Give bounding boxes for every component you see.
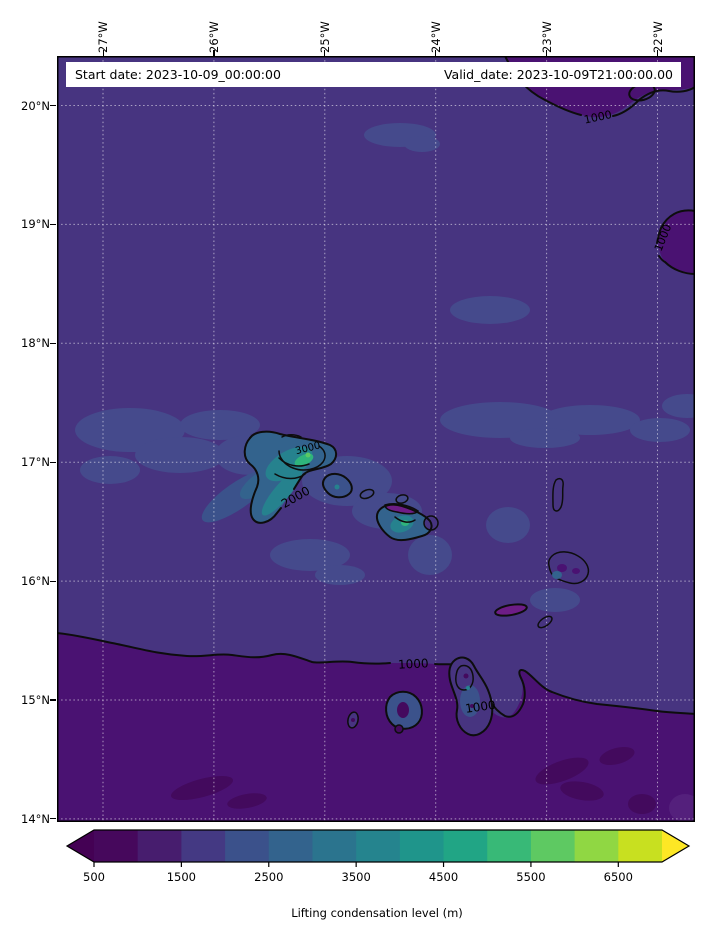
colorbar: 500 1500 2500 3500 4500 5500 6500	[57, 826, 697, 890]
top-axis-label: 22°W	[650, 21, 665, 53]
colorbar-label: Lifting condensation level (m)	[291, 906, 463, 920]
left-axis-label: 20°N	[21, 98, 50, 113]
top-axis-label: 27°W	[96, 21, 110, 53]
colorbar-segment	[312, 830, 357, 862]
top-axis-tick	[657, 50, 659, 56]
contour-label-1000-northeast: 1000	[583, 108, 613, 127]
colorbar-tick-label: 500	[83, 870, 105, 884]
colorbar-segment	[94, 830, 139, 862]
left-axis-tick	[50, 223, 56, 225]
colorbar-over-arrow	[662, 830, 689, 862]
left-axis-label: 16°N	[21, 574, 50, 589]
left-axis-tick	[50, 818, 56, 820]
colorbar-tick-label: 5500	[516, 870, 545, 884]
corner-lighter-patch	[669, 794, 695, 822]
valid-date-text: Valid_date: 2023-10-09T21:00:00.00	[443, 67, 673, 82]
colorbar-ticks: 500 1500 2500 3500 4500 5500 6500	[83, 862, 633, 884]
left-axis-label: 14°N	[21, 811, 50, 826]
left-axis-tick	[50, 580, 56, 582]
top-axis-tick	[435, 50, 437, 56]
island-boa-vista	[494, 551, 590, 629]
colorbar-segment	[356, 830, 401, 862]
left-axis-label: 15°N	[21, 693, 50, 707]
top-axis-label: 25°W	[317, 21, 332, 53]
top-axis-tick	[213, 50, 215, 56]
top-axis-label: 24°W	[428, 21, 443, 53]
colorbar-segment	[443, 830, 488, 862]
low-lcl-dark-swirls	[171, 746, 656, 814]
top-axis-tick	[102, 50, 104, 56]
colorbar-segment	[574, 830, 619, 862]
start-date-text: Start date: 2023-10-09_00:00:00	[75, 67, 281, 82]
contour-label-1000-south: 1000	[398, 656, 429, 672]
colorbar-segment	[268, 830, 313, 862]
colorbar-segment	[487, 830, 532, 862]
low-lcl-east-patch	[658, 210, 695, 274]
gridlines	[57, 56, 695, 822]
left-axis-tick	[50, 461, 56, 463]
colorbar-segment	[137, 830, 182, 862]
map-canvas: 3000 2000 1000 1000 1000 1000	[57, 56, 695, 822]
colorbar-segment	[618, 830, 663, 862]
map-border	[57, 56, 695, 822]
top-axis-tick	[546, 50, 548, 56]
colorbar-tick-label: 3500	[342, 870, 371, 884]
colorbar-segment	[399, 830, 445, 862]
colorbar-tick-label: 2500	[254, 870, 283, 884]
colorbar-tick-label: 4500	[429, 870, 458, 884]
island-santo-antao	[243, 430, 338, 524]
left-axis-tick	[50, 104, 56, 107]
left-axis-label: 17°N	[21, 455, 50, 470]
top-axis-label: 23°W	[539, 21, 554, 53]
colorbar-tick-label: 1500	[167, 870, 196, 884]
top-axis-tick	[324, 50, 326, 56]
left-axis-label: 18°N	[21, 336, 50, 351]
colorbar-segments	[94, 830, 663, 862]
left-axis-tick	[50, 342, 56, 344]
contour-label-1000-santiago: 1000	[464, 698, 496, 716]
top-axis-label: 26°W	[206, 21, 221, 53]
island-santiago	[448, 656, 494, 737]
island-fogo	[347, 690, 423, 734]
colorbar-tick-label: 6500	[604, 870, 633, 884]
title-bar: Start date: 2023-10-09_00:00:00 Valid_da…	[66, 62, 681, 87]
lcl-contour-map: 3000 2000 1000 1000 1000 1000	[57, 56, 695, 822]
colorbar-segment	[181, 830, 226, 862]
left-axis-tick	[50, 699, 56, 701]
contour-1000-east	[656, 209, 695, 275]
island-sao-nicolau	[376, 503, 439, 542]
colorbar-under-arrow	[67, 830, 94, 862]
colorbar-segment	[225, 830, 270, 862]
left-axis-label: 19°N	[21, 217, 50, 232]
island-sao-vicente	[321, 472, 409, 504]
colorbar-segment	[530, 830, 576, 862]
island-sal	[552, 477, 564, 512]
